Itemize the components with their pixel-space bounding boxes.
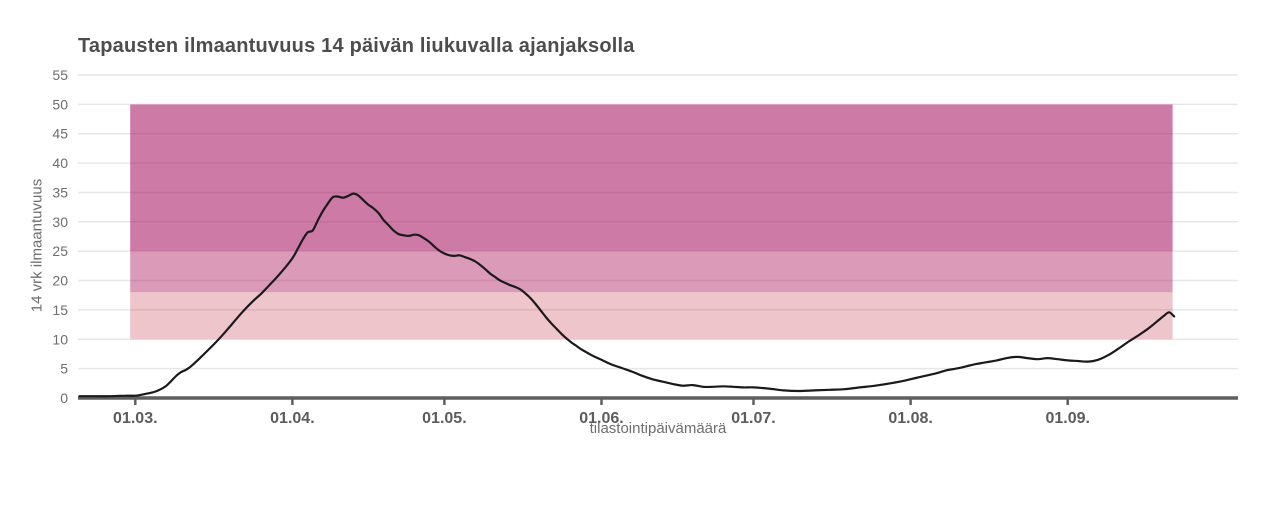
x-tick-label: 01.07. [731,410,775,427]
y-tick-label: 20 [52,273,68,289]
y-tick-label: 15 [52,302,68,318]
y-tick-label: 45 [52,126,68,142]
y-tick-label: 55 [52,67,68,83]
y-tick-label: 5 [60,361,68,377]
x-tick-label: 01.09. [1045,410,1089,427]
chart-title: Tapausten ilmaantuvuus 14 päivän liukuva… [78,35,635,57]
y-tick-label: 10 [52,331,68,347]
y-tick-label: 50 [52,96,68,112]
threshold-band-high [130,104,1173,252]
y-tick-label: 25 [52,243,68,259]
threshold-band-low [130,292,1173,340]
y-tick-label: 0 [60,390,68,406]
threshold-band-mid [130,251,1173,293]
y-tick-label: 30 [52,214,68,230]
x-axis-title: tilastointipäivämäärä [589,420,727,437]
y-tick-label: 35 [52,185,68,201]
x-tick-label: 01.03. [113,410,157,427]
x-tick-label: 01.04. [270,410,314,427]
x-tick-label: 01.05. [422,410,466,427]
plot-area: 0 5 10 15 20 25 30 35 40 45 50 55 01.03. 01.04. 01.05.… [52,67,1238,427]
x-tick-label: 01.08. [888,410,932,427]
y-tick-label: 40 [52,155,68,171]
incidence-line [78,192,1176,398]
x-tick-label: 01.06. [579,410,623,427]
